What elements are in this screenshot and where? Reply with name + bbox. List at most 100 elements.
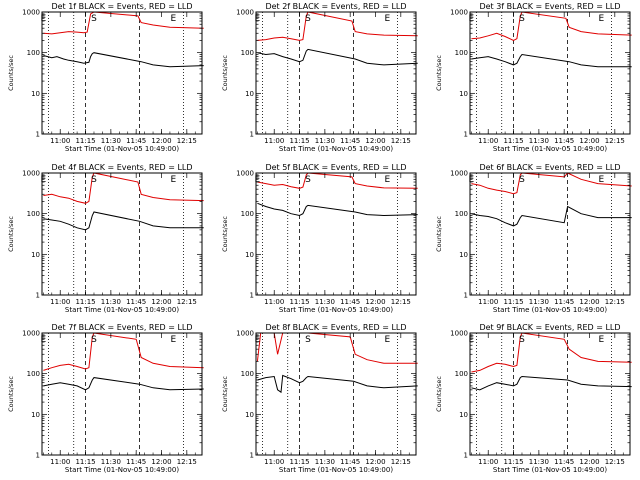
y-tick-label: 100 [27, 210, 40, 218]
x-tick-label: 11:15 [75, 298, 95, 306]
y-tick-label: 10 [245, 411, 254, 419]
plot-frame [41, 11, 203, 135]
y-tick-label: 10 [245, 90, 254, 98]
marker-label: E [469, 14, 475, 24]
chart-title: Det 1f BLACK = Events, RED = LLD [51, 2, 192, 11]
y-tick-label: 100 [27, 49, 40, 57]
marker-label: E [170, 335, 176, 345]
y-tick-label: 1 [36, 292, 40, 300]
y-tick-label: 10 [459, 411, 468, 419]
series-events-line [43, 377, 204, 391]
series-lld-line [257, 11, 418, 41]
marker-label: S [519, 14, 525, 24]
y-tick-label: 100 [455, 370, 468, 378]
chart-panel-5: Det 5f BLACK = Events, RED = LLD Counts/s… [221, 163, 418, 314]
plot-frame [469, 11, 631, 135]
x-tick-label: 12:15 [605, 298, 625, 306]
x-tick-label: 11:30 [529, 458, 549, 466]
x-tick-label: 11:45 [554, 137, 574, 145]
chart-panel-3: Det 3f BLACK = Events, RED = LLD Counts/s… [435, 2, 632, 153]
x-tick-label: 11:00 [264, 458, 284, 466]
x-tick-label: 11:00 [50, 298, 70, 306]
x-tick-label: 12:15 [177, 137, 197, 145]
x-tick-label: 11:15 [503, 137, 523, 145]
x-tick-label: 11:00 [478, 458, 498, 466]
marker-label: E [255, 335, 261, 345]
y-tick-label: 1000 [22, 170, 40, 178]
y-axis-label: Counts/sec [7, 55, 15, 91]
marker-label: S [305, 175, 311, 185]
y-tick-label: 1 [464, 131, 468, 139]
plot-frame [469, 172, 631, 296]
series-events-line [471, 205, 632, 227]
y-axis-label: Counts/sec [435, 55, 443, 91]
x-tick-label: 11:00 [50, 137, 70, 145]
x-tick-label: 11:15 [503, 458, 523, 466]
marker-label: E [255, 14, 261, 24]
series-events-line [257, 202, 418, 217]
series-lld-line [471, 172, 632, 195]
y-axis-label: Counts/sec [435, 376, 443, 412]
y-axis-label: Counts/sec [221, 216, 229, 252]
x-tick-label: 12:00 [365, 137, 385, 145]
marker-label: S [91, 335, 97, 345]
y-axis-label: Counts/sec [221, 376, 229, 412]
x-tick-label: 11:00 [264, 298, 284, 306]
marker-label: E [41, 14, 47, 24]
marker-label: E [598, 175, 604, 185]
y-tick-label: 1 [464, 292, 468, 300]
series-lld-line [471, 11, 632, 41]
plot-frame [469, 332, 631, 456]
chart-panel-6: Det 6f BLACK = Events, RED = LLD Counts/s… [435, 163, 632, 314]
marker-label: E [170, 175, 176, 185]
x-tick-label: 11:15 [75, 458, 95, 466]
x-tick-label: 11:00 [478, 298, 498, 306]
chart-title: Det 7f BLACK = Events, RED = LLD [51, 323, 192, 332]
marker-label: S [91, 175, 97, 185]
y-tick-label: 1 [250, 131, 254, 139]
x-tick-label: 11:00 [264, 137, 284, 145]
y-tick-label: 1000 [22, 9, 40, 17]
marker-label: E [598, 14, 604, 24]
x-tick-label: 11:15 [75, 137, 95, 145]
x-tick-label: 12:15 [391, 458, 411, 466]
x-tick-label: 11:30 [315, 137, 335, 145]
series-lld-line [43, 332, 204, 371]
x-tick-label: 11:00 [478, 137, 498, 145]
x-tick-label: 12:00 [365, 298, 385, 306]
series-events-line [471, 375, 632, 391]
marker-label: E [255, 175, 261, 185]
chart-title: Det 5f BLACK = Events, RED = LLD [265, 163, 406, 172]
x-tick-label: 11:30 [529, 137, 549, 145]
y-tick-label: 10 [31, 411, 40, 419]
y-tick-label: 1000 [236, 9, 254, 17]
x-tick-label: 11:15 [503, 298, 523, 306]
chart-panel-8: Det 8f BLACK = Events, RED = LLD Counts/s… [221, 323, 418, 474]
x-tick-label: 11:45 [554, 458, 574, 466]
series-lld-line [257, 172, 418, 189]
y-axis-label: Counts/sec [7, 216, 15, 252]
x-tick-label: 11:45 [554, 298, 574, 306]
plot-frame [41, 172, 203, 296]
y-tick-label: 1 [36, 452, 40, 460]
marker-label: E [41, 335, 47, 345]
x-axis-label: Start Time (01-Nov-05 10:49:00) [279, 145, 393, 153]
x-tick-label: 12:15 [177, 458, 197, 466]
x-axis-label: Start Time (01-Nov-05 10:49:00) [65, 466, 179, 474]
x-tick-label: 11:45 [340, 458, 360, 466]
chart-title: Det 8f BLACK = Events, RED = LLD [265, 323, 406, 332]
marker-label: E [41, 175, 47, 185]
marker-label: E [598, 335, 604, 345]
y-tick-label: 1000 [22, 330, 40, 338]
y-tick-label: 10 [31, 90, 40, 98]
marker-label: E [469, 335, 475, 345]
marker-label: S [305, 14, 311, 24]
marker-label: S [305, 335, 311, 345]
y-tick-label: 1000 [450, 170, 468, 178]
x-tick-label: 11:45 [126, 298, 146, 306]
series-lld-line [43, 172, 204, 204]
y-tick-label: 1000 [236, 170, 254, 178]
y-tick-label: 1000 [450, 9, 468, 17]
y-tick-label: 10 [245, 251, 254, 259]
y-tick-label: 1 [464, 452, 468, 460]
